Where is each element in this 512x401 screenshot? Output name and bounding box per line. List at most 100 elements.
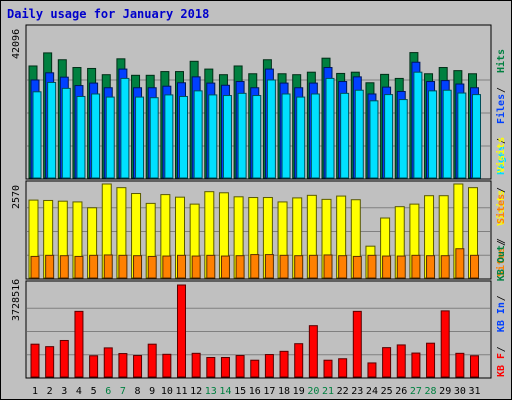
bar-kbytes-4 — [74, 310, 84, 378]
bar-kbytes-27 — [411, 352, 421, 378]
legend-kbytes-item-visits: Visits — [495, 137, 507, 173]
legend-kbytes-sep-4: / — [496, 187, 507, 193]
bar-pages-11 — [179, 95, 188, 179]
legend-kbytes-item-kb-f: KB F — [496, 353, 507, 377]
legend-kbytes-item-sites: Sites — [495, 194, 507, 224]
x-tick-label-28: 28 — [425, 386, 437, 397]
bar-sites-3 — [59, 255, 69, 279]
bar-kbytes-13 — [206, 357, 216, 378]
bar-sites-24 — [367, 254, 377, 279]
x-tick-label-20: 20 — [307, 386, 319, 397]
bar-sites-15 — [235, 255, 245, 279]
x-tick-label-3: 3 — [61, 386, 67, 397]
x-tick-label-6: 6 — [105, 386, 111, 397]
bar-sites-28 — [426, 255, 436, 279]
bar-sites-14 — [220, 255, 230, 279]
bar-pages-10 — [164, 94, 174, 179]
x-tick-label-17: 17 — [263, 386, 275, 397]
bar-pages-2 — [47, 81, 57, 179]
legend-visits-sites: Sites / Visits — [495, 190, 507, 277]
bar-sites-9 — [147, 255, 157, 279]
legend-kbytes-sep-2: / — [496, 295, 507, 301]
bar-pages-6 — [105, 96, 115, 179]
bar-pages-26 — [398, 99, 408, 179]
bar-sites-30 — [455, 248, 465, 279]
bar-kbytes-8 — [133, 355, 143, 378]
bar-kbytes-16 — [250, 359, 260, 378]
x-tick-label-31: 31 — [468, 386, 480, 397]
x-tick-label-12: 12 — [190, 386, 202, 397]
bar-pages-7 — [120, 77, 130, 179]
legend-hits-sep-1: / — [496, 138, 507, 144]
bar-kbytes-25 — [382, 347, 392, 378]
bar-kbytes-18 — [279, 350, 289, 378]
x-tick-label-29: 29 — [439, 386, 451, 397]
x-tick-label-27: 27 — [410, 386, 422, 397]
bar-kbytes-1 — [30, 343, 40, 378]
legend-hits-files-pages: Pages / Files / Hits — [495, 49, 507, 175]
legend-visits-item-sites: Sites — [495, 247, 507, 277]
bar-sites-11 — [177, 254, 186, 279]
x-tick-label-15: 15 — [234, 386, 246, 397]
bar-pages-19 — [296, 96, 306, 179]
legend-kbytes-sep-3: / — [496, 238, 507, 244]
bar-pages-25 — [384, 94, 394, 179]
bar-sites-31 — [470, 254, 479, 279]
bar-kbytes-11 — [177, 284, 186, 378]
bar-pages-15 — [237, 92, 247, 179]
bar-kbytes-12 — [191, 352, 201, 378]
bar-sites-16 — [250, 254, 260, 279]
bar-kbytes-23 — [352, 310, 362, 378]
legend-hits-sep-2: / — [496, 87, 507, 93]
bar-sites-12 — [191, 255, 201, 279]
bar-sites-29 — [440, 255, 450, 279]
bar-sites-25 — [382, 255, 392, 279]
bar-kbytes-5 — [89, 355, 99, 378]
bar-pages-8 — [135, 96, 145, 179]
bar-kbytes-3 — [59, 339, 69, 378]
x-tick-label-23: 23 — [351, 386, 363, 397]
bar-kbytes-24 — [367, 362, 377, 378]
bar-pages-30 — [457, 92, 467, 179]
bar-pages-24 — [369, 100, 379, 179]
bar-sites-1 — [30, 255, 40, 279]
legend-kbytes: KB F / KB In / KB Out / Sites / Visits — [495, 137, 507, 377]
bar-kbytes-30 — [455, 352, 465, 378]
bar-sites-27 — [411, 254, 421, 279]
bar-pages-31 — [472, 94, 481, 179]
x-tick-label-19: 19 — [293, 386, 305, 397]
bar-sites-4 — [74, 255, 84, 279]
x-tick-label-8: 8 — [135, 386, 141, 397]
legend-kbytes-item-kb-in: KB In — [496, 302, 507, 332]
x-tick-label-21: 21 — [322, 386, 334, 397]
x-tick-label-5: 5 — [91, 386, 97, 397]
x-tick-label-26: 26 — [395, 386, 407, 397]
bar-kbytes-10 — [162, 353, 172, 378]
bar-sites-21 — [323, 254, 333, 279]
bar-pages-16 — [252, 95, 262, 179]
x-tick-label-2: 2 — [47, 386, 53, 397]
y-max-label-hits: 42096 — [11, 29, 22, 59]
bar-sites-2 — [45, 254, 55, 279]
bar-kbytes-6 — [103, 347, 113, 378]
bar-kbytes-9 — [147, 343, 157, 378]
bar-kbytes-29 — [440, 310, 450, 378]
x-tick-label-24: 24 — [366, 386, 378, 397]
x-tick-label-11: 11 — [175, 386, 187, 397]
legend-hits-item-pages: Pages — [496, 145, 507, 175]
bar-sites-8 — [133, 255, 143, 279]
y-max-label-visits: 2570 — [11, 185, 22, 209]
bar-sites-5 — [89, 254, 99, 279]
legend-visits-sep-1: / — [496, 240, 507, 246]
legend-visits-item-visits: Visits — [495, 190, 507, 226]
bars-layer — [28, 52, 481, 378]
x-tick-label-25: 25 — [381, 386, 393, 397]
bar-kbytes-28 — [426, 342, 436, 378]
bar-sites-17 — [264, 254, 274, 279]
legend-hits-item-files: Files — [495, 94, 507, 124]
bar-sites-20 — [308, 254, 318, 279]
bar-pages-3 — [61, 87, 71, 179]
bar-pages-29 — [442, 89, 452, 179]
bar-sites-18 — [279, 254, 289, 279]
